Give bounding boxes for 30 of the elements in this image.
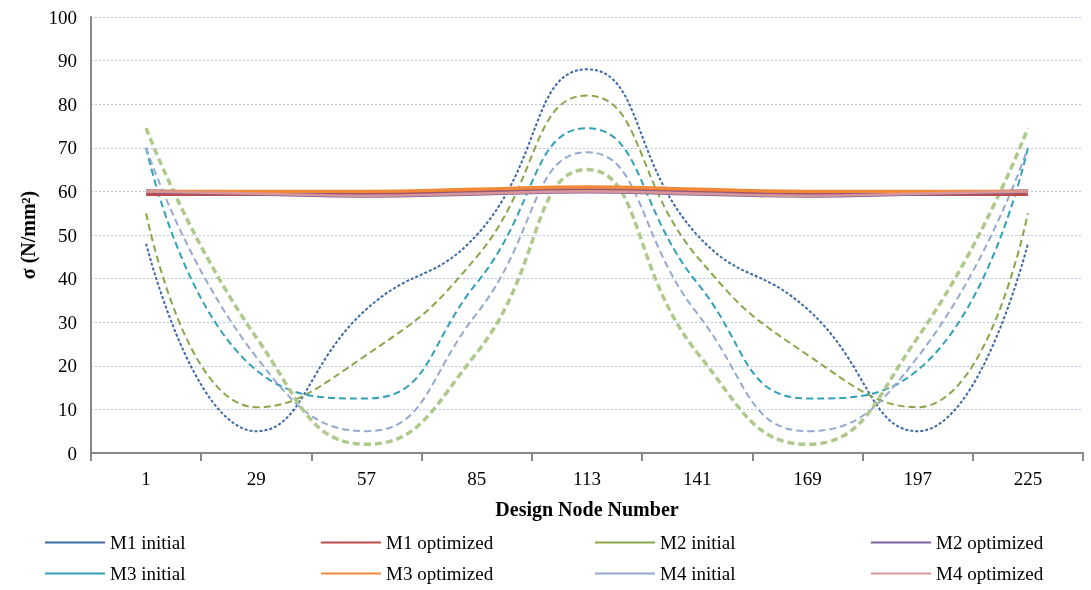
x-tick-label: 29 [246, 468, 266, 489]
x-tick-label: 113 [573, 468, 601, 489]
y-tick-label: 10 [58, 398, 77, 420]
legend-label: M1 optimized [386, 532, 494, 553]
x-tick-label: 225 [1013, 468, 1043, 489]
x-tick-label: 57 [357, 468, 377, 489]
y-tick-label: 0 [67, 442, 77, 464]
legend-label: M4 optimized [936, 563, 1044, 584]
y-tick-label: 80 [58, 93, 77, 115]
y-tick-label: 60 [58, 180, 77, 202]
legend-label: M2 optimized [936, 532, 1044, 553]
legend-label: M4 initial [660, 563, 736, 584]
x-tick-label: 141 [682, 468, 712, 489]
legend-label: M3 initial [110, 563, 186, 584]
y-tick-label: 20 [58, 355, 77, 377]
y-axis-title: σ (N/mm²) [16, 190, 40, 280]
x-tick-label: 85 [467, 468, 487, 489]
legend-label: M3 optimized [386, 563, 494, 584]
legend-label: M1 initial [110, 532, 186, 553]
y-tick-label: 50 [58, 224, 77, 246]
x-tick-label: 169 [793, 468, 822, 489]
y-tick-label: 40 [58, 268, 77, 290]
x-axis-title: Design Node Number [495, 498, 679, 521]
y-tick-label: 30 [58, 311, 77, 333]
legend-label: M2 initial [660, 532, 736, 553]
x-tick-label: 1 [141, 468, 151, 489]
x-tick-label: 197 [903, 468, 932, 489]
y-tick-label: 100 [48, 6, 77, 28]
y-tick-label: 70 [58, 137, 77, 159]
y-tick-label: 90 [58, 50, 77, 72]
